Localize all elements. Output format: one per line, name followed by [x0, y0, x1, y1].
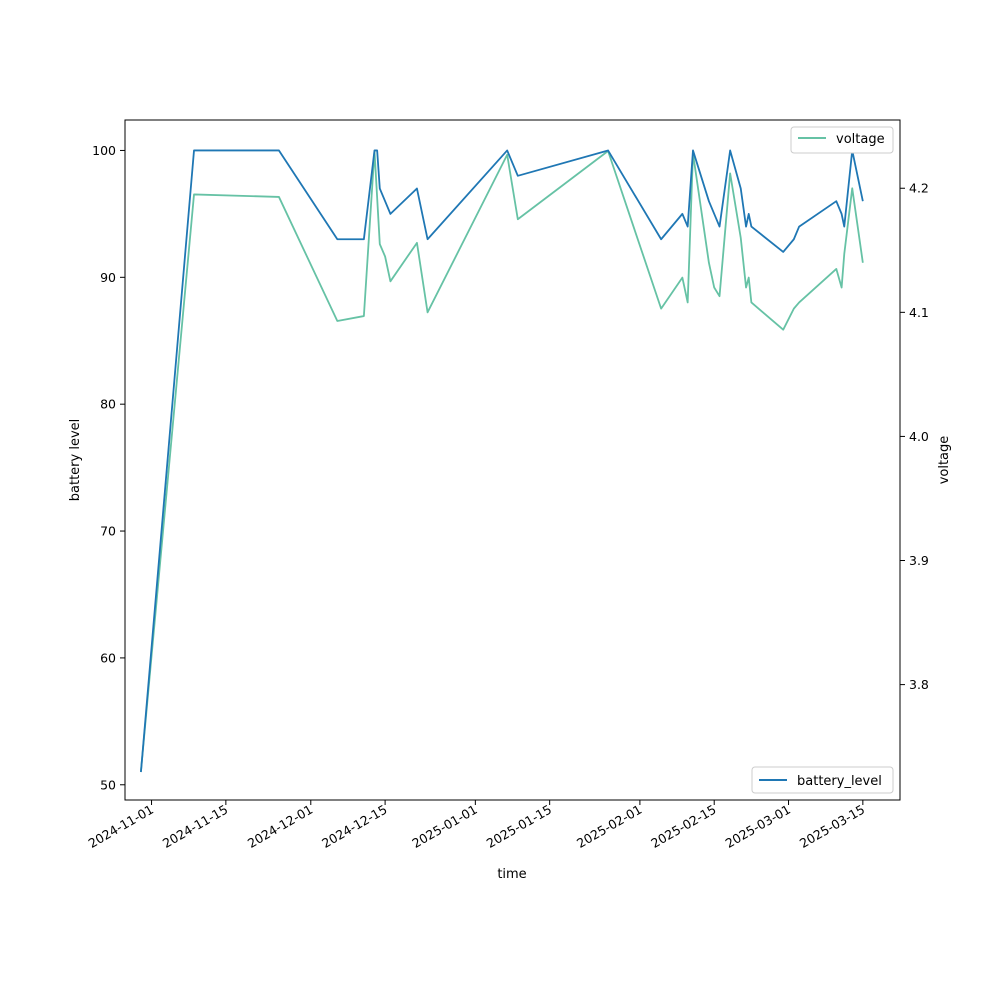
y-axis-label: battery level	[68, 419, 83, 502]
y2-tick-label: 4.0	[909, 429, 929, 444]
x-tick-label: 2025-02-15	[648, 802, 718, 851]
x-tick-label: 2024-12-01	[245, 802, 315, 851]
x-tick-label: 2024-11-01	[86, 802, 156, 851]
x-tick-label: 2025-01-01	[409, 802, 479, 851]
legend-battery-level-label: battery_level	[797, 774, 882, 789]
y-axis-ticks: 50 60 70 80 90 100	[92, 143, 125, 792]
x-tick-label: 2025-03-15	[797, 802, 867, 851]
y-tick-label: 60	[100, 650, 116, 665]
series-line-battery-level	[140, 149, 864, 773]
x-axis-label: time	[497, 867, 526, 882]
y-tick-label: 50	[100, 777, 116, 792]
series-line-voltage	[140, 150, 864, 772]
series-layer	[140, 149, 864, 773]
y2-tick-label: 4.1	[909, 305, 929, 320]
legend-battery-level: battery_level	[751, 766, 894, 794]
x-tick-label: 2024-11-15	[160, 802, 230, 851]
y2-tick-label: 3.9	[909, 553, 929, 568]
x-tick-label: 2025-03-01	[723, 802, 793, 851]
legend-voltage: voltage	[790, 126, 894, 154]
x-axis-ticks: 2024-11-01 2024-11-15 2024-12-01 2024-12-15…	[86, 800, 867, 851]
x-tick-label: 2025-02-01	[574, 802, 644, 851]
legend-battery-level-box	[751, 766, 894, 794]
y2-axis-label: voltage	[937, 436, 952, 485]
y2-tick-label: 4.2	[909, 181, 929, 196]
plot-frame	[124, 119, 901, 801]
y-tick-label: 90	[100, 270, 116, 285]
y2-tick-label: 3.8	[909, 677, 929, 692]
legend-voltage-label: voltage	[836, 132, 885, 147]
y-tick-label: 70	[100, 524, 116, 539]
legend-voltage-box	[790, 126, 894, 154]
y-tick-label: 80	[100, 397, 116, 412]
y2-axis-ticks: 3.8 3.9 4.0 4.1 4.2	[900, 181, 929, 692]
x-tick-label: 2025-01-15	[484, 802, 554, 851]
x-tick-label: 2024-12-15	[319, 802, 389, 851]
y-tick-label: 100	[92, 143, 116, 158]
